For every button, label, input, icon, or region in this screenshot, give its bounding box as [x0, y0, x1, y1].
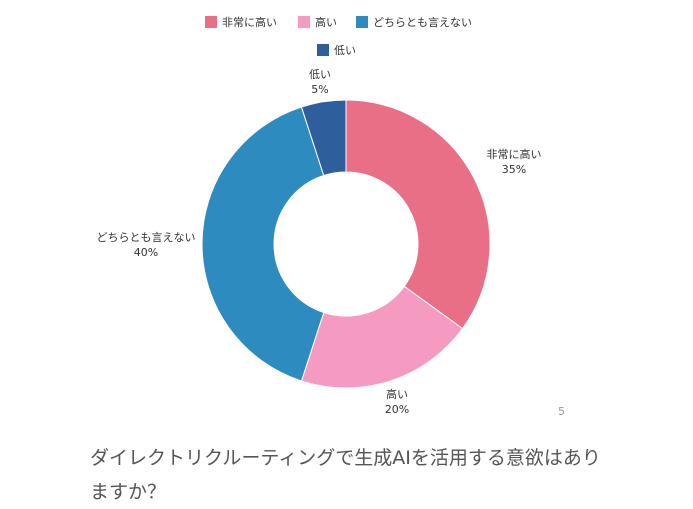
slice-label-low: 低い — [309, 68, 331, 81]
slice-label-high: 高い — [386, 387, 408, 401]
slice-value-low: 5% — [311, 83, 328, 96]
legend-swatch-low — [317, 44, 329, 56]
donut-slice-labels: 非常に高い 35% 高い 20% どちらとも言えない 40% 低い 5% — [97, 68, 542, 416]
legend-swatch-neutral — [356, 16, 368, 28]
slice-label-neutral: どちらとも言えない — [97, 231, 196, 244]
legend-swatch-very-high — [205, 16, 217, 28]
slice-label-very-high: 非常に高い — [487, 147, 542, 161]
slice-low[interactable] — [300, 99, 347, 177]
page-number: 5 — [558, 405, 565, 418]
legend-label-very-high: 非常に高い — [222, 15, 277, 29]
slice-value-very-high: 35% — [502, 163, 526, 176]
legend-item-very-high[interactable]: 非常に高い — [205, 15, 277, 29]
legend-label-neutral: どちらとも言えない — [373, 16, 472, 29]
legend-label-low: 低い — [334, 44, 356, 57]
slice-neutral[interactable] — [201, 106, 325, 382]
legend-item-low[interactable]: 低い — [317, 44, 356, 57]
legend-swatch-high — [298, 16, 310, 28]
donut-slices — [201, 99, 491, 389]
legend-label-high: 高い — [315, 15, 337, 29]
chart-legend: 非常に高い 高い どちらとも言えない 低い — [205, 15, 472, 57]
legend-item-neutral[interactable]: どちらとも言えない — [356, 16, 472, 29]
slice-value-neutral: 40% — [134, 246, 158, 259]
legend-item-high[interactable]: 高い — [298, 15, 337, 29]
slice-very-high[interactable] — [345, 99, 491, 330]
slice-value-high: 20% — [385, 403, 409, 416]
donut-chart: 非常に高い 高い どちらとも言えない 低い 非常に高い 35% 高い 20% どちらとも… — [97, 15, 542, 416]
slice-high[interactable] — [300, 285, 464, 389]
question-text: ダイレクトリクルーティングで生成AIを活用する意欲はありますか？ — [90, 447, 601, 503]
